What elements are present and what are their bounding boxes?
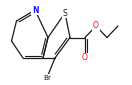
Text: O: O [82,53,88,62]
Text: N: N [32,6,38,15]
Text: Br: Br [43,74,51,80]
Text: S: S [63,8,67,18]
Text: O: O [93,22,99,31]
